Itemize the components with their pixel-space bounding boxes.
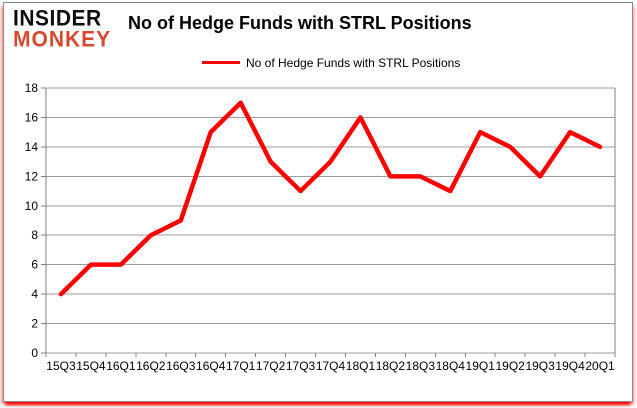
- x-tick-label: 19Q2: [496, 359, 526, 373]
- x-tick-label: 17Q1: [226, 359, 256, 373]
- x-tick-label: 16Q2: [136, 359, 166, 373]
- chart-frame: [3, 2, 633, 402]
- logo-monkey-text: MONKEY: [13, 27, 112, 52]
- y-tick-label: 0: [31, 346, 38, 360]
- legend: No of Hedge Funds with STRL Positions: [202, 55, 460, 70]
- x-tick-label: 17Q4: [316, 359, 346, 373]
- x-tick-label: 19Q1: [466, 359, 496, 373]
- x-tick-label: 18Q3: [406, 359, 436, 373]
- y-tick-label: 2: [31, 317, 38, 331]
- x-tick-label: 15Q3: [46, 359, 76, 373]
- y-tick-label: 8: [31, 228, 38, 242]
- x-tick-label: 15Q4: [76, 359, 106, 373]
- x-tick-label: 17Q2: [256, 359, 286, 373]
- x-tick-label: 16Q4: [196, 359, 226, 373]
- series-line: [58, 100, 603, 297]
- x-tick-label: 16Q3: [166, 359, 196, 373]
- y-tick-label: 16: [25, 110, 39, 124]
- x-tick-label: 19Q4: [555, 359, 585, 373]
- y-tick-label: 4: [31, 287, 38, 301]
- logo-insider-text: INSIDER: [13, 6, 102, 31]
- x-tick-label: 18Q2: [376, 359, 406, 373]
- x-tick-label: 17Q3: [286, 359, 316, 373]
- y-tick-label: 10: [25, 199, 39, 213]
- x-tick-label: 20Q1: [585, 359, 615, 373]
- y-tick-label: 12: [25, 169, 39, 183]
- chart-title: No of Hedge Funds with STRL Positions: [128, 13, 472, 33]
- y-tick-label: 6: [31, 258, 38, 272]
- insider-monkey-logo: INSIDER MONKEY: [13, 6, 112, 52]
- x-tick-label: 16Q1: [106, 359, 136, 373]
- legend-line-swatch: [202, 61, 240, 64]
- x-tick-label: 18Q4: [436, 359, 466, 373]
- y-tick-label: 18: [25, 81, 39, 95]
- legend-label: No of Hedge Funds with STRL Positions: [246, 55, 461, 70]
- x-tick-label: 18Q1: [346, 359, 376, 373]
- y-tick-label: 14: [25, 140, 39, 154]
- x-tick-label: 19Q3: [525, 359, 555, 373]
